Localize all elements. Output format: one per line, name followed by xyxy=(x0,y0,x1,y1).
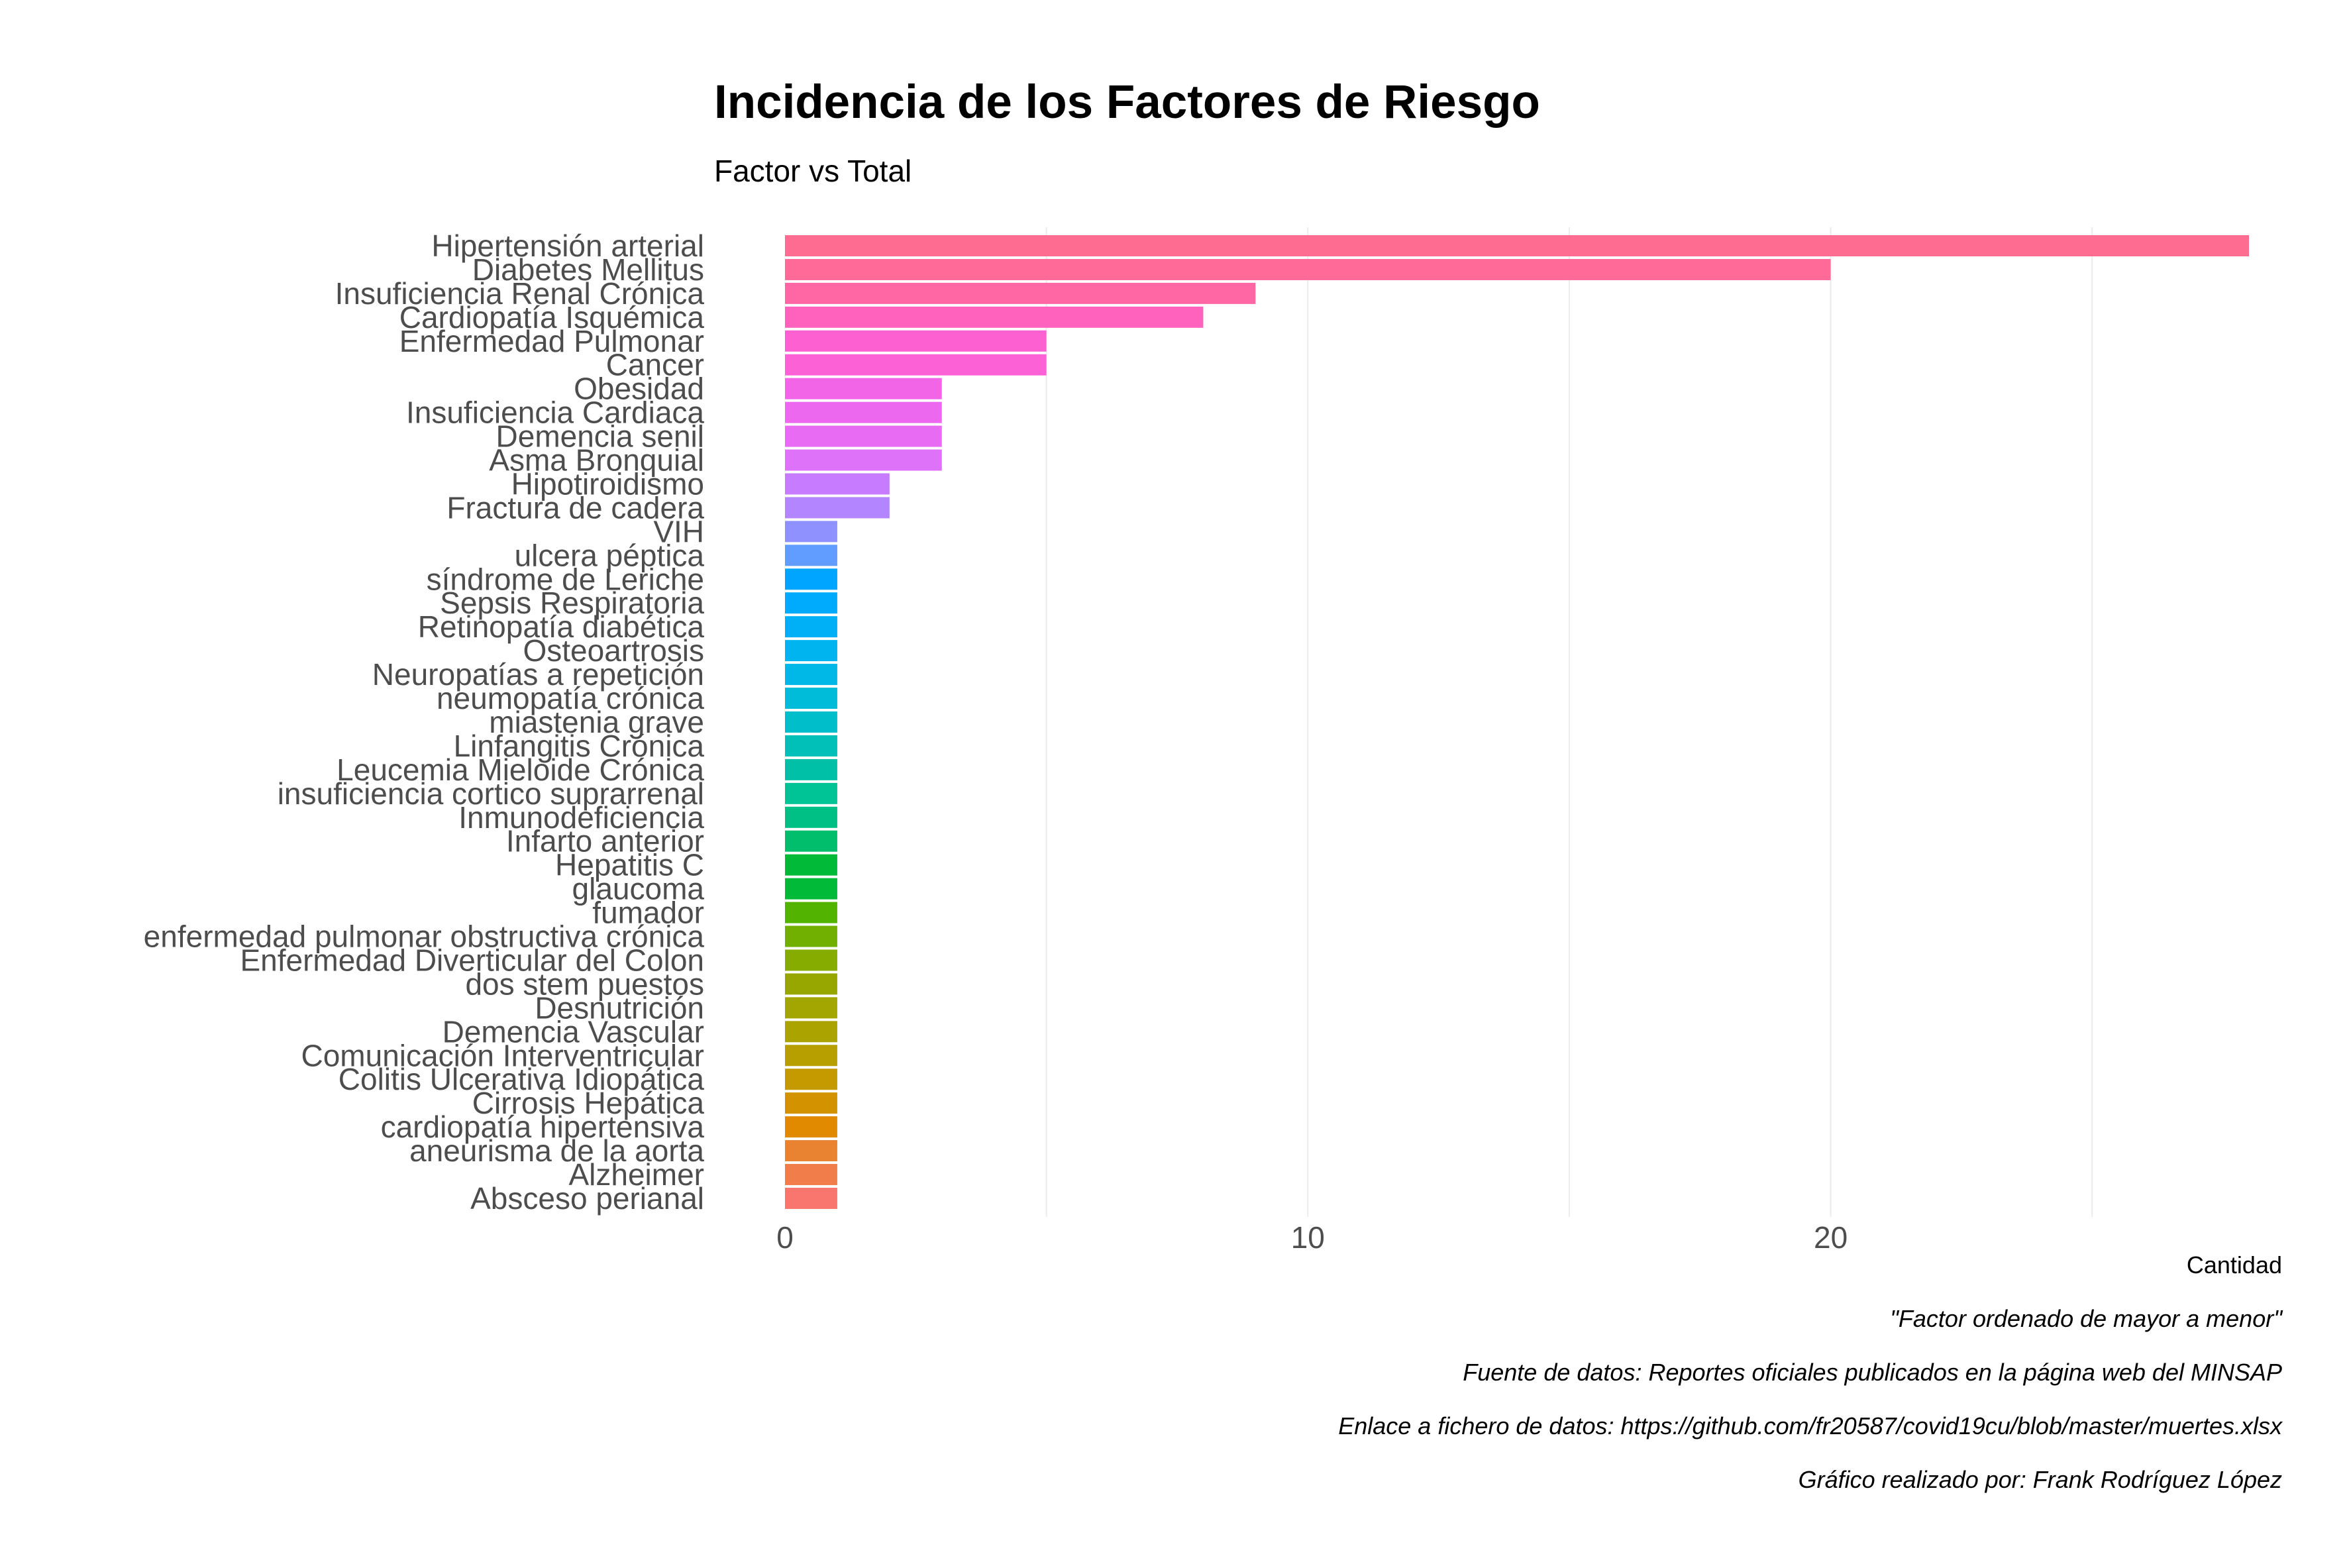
bar xyxy=(785,664,837,686)
y-tick-label: Osteoartrosis xyxy=(523,633,704,668)
caption-line: Fuente de datos: Reportes oficiales publ… xyxy=(1463,1359,2282,1386)
bar xyxy=(785,545,837,566)
bar xyxy=(785,782,837,804)
bar xyxy=(785,258,1831,280)
y-tick-label: dos stem puestos xyxy=(465,967,704,1001)
chart-title: Incidencia de los Factores de Riesgo xyxy=(714,76,1540,129)
y-tick-label: aneurisma de la aorta xyxy=(409,1133,704,1168)
y-tick-label: Comunicación Interventricular xyxy=(301,1038,705,1072)
bar xyxy=(785,878,837,900)
y-tick-label: Retinopatía diabética xyxy=(418,609,705,644)
bar xyxy=(785,616,837,638)
bar xyxy=(785,378,942,399)
y-tick-label: Insuficiencia Renal Crónica xyxy=(335,276,705,311)
x-axis-ticks: 0 10 20 xyxy=(776,1220,1848,1255)
y-tick-label: Infarto anterior xyxy=(506,824,704,859)
y-tick-label: Hipotiroidismo xyxy=(511,466,704,501)
bar xyxy=(785,854,837,876)
y-tick-label: Enfermedad Diverticular del Colon xyxy=(240,943,704,977)
bar xyxy=(785,758,837,780)
bar xyxy=(785,330,1047,352)
bar xyxy=(785,997,837,1019)
y-tick-label: Absceso perianal xyxy=(470,1181,704,1216)
y-tick-label: síndrome de Leriche xyxy=(427,562,704,596)
y-tick-label: Hepatitis C xyxy=(555,848,704,882)
y-tick-label: Neuropatías a repetición xyxy=(372,657,704,692)
y-tick-label: fumador xyxy=(592,896,704,930)
bar xyxy=(785,1069,837,1090)
y-tick-label: Leucemia Mieloide Crónica xyxy=(337,753,704,787)
y-tick-label: Sepsis Respiratoria xyxy=(440,586,704,620)
y-tick-label: Cirrosis Hepática xyxy=(472,1086,705,1120)
bar xyxy=(785,1187,837,1209)
caption-line: Enlace a fichero de datos: https://githu… xyxy=(1338,1412,2283,1439)
bar xyxy=(785,354,1047,376)
y-tick-label: Cardiopatía Isquémica xyxy=(399,300,705,335)
grid-lines xyxy=(1045,227,2093,1217)
x-tick-label: 0 xyxy=(776,1220,794,1255)
x-tick-label: 10 xyxy=(1291,1220,1325,1255)
bar xyxy=(785,640,837,662)
y-tick-label: insuficiencia cortico suprarrenal xyxy=(278,776,704,811)
y-tick-label: Demencia senil xyxy=(496,419,704,454)
bar xyxy=(785,425,942,447)
y-tick-label: Fractura de cadera xyxy=(446,490,704,525)
captions: "Factor ordenado de mayor a menor" Fuente… xyxy=(1338,1305,2283,1493)
bar xyxy=(785,688,837,709)
y-tick-label: Cancer xyxy=(606,348,704,382)
chart-subtitle: Factor vs Total xyxy=(714,154,912,188)
bar xyxy=(785,1092,837,1114)
y-tick-label: glaucoma xyxy=(572,872,705,906)
bar xyxy=(785,949,837,971)
y-tick-label: Insuficiencia Cardiaca xyxy=(406,395,704,430)
y-tick-label: enfermedad pulmonar obstructiva crónica xyxy=(144,919,705,954)
bar xyxy=(785,282,1256,304)
caption-line: "Factor ordenado de mayor a menor" xyxy=(1890,1305,2283,1332)
y-tick-label: Obesidad xyxy=(574,372,704,406)
y-tick-label: Diabetes Mellitus xyxy=(472,252,704,287)
bar xyxy=(785,497,890,519)
y-tick-label: ulcera péptica xyxy=(515,538,705,572)
y-tick-label: Inmunodeficiencia xyxy=(458,800,704,835)
bar xyxy=(785,235,2249,256)
bar xyxy=(785,711,837,733)
y-tick-label: Colitis Ulcerativa Idiopática xyxy=(339,1062,705,1096)
bar xyxy=(785,925,837,947)
bar xyxy=(785,592,837,614)
bar xyxy=(785,449,942,471)
bar xyxy=(785,830,837,852)
bar xyxy=(785,1140,837,1162)
bar xyxy=(785,973,837,995)
y-tick-label: miastenia grave xyxy=(489,705,704,739)
y-tick-label: Linfangitis Crónica xyxy=(454,729,705,763)
y-tick-label: neumopatía crónica xyxy=(437,681,704,715)
bar xyxy=(785,1116,837,1138)
bar xyxy=(785,473,890,495)
bar xyxy=(785,902,837,923)
y-tick-label: Demencia Vascular xyxy=(443,1014,704,1049)
bar xyxy=(785,1045,837,1067)
y-tick-label: VIH xyxy=(653,514,704,549)
y-tick-label: Alzheimer xyxy=(568,1157,704,1192)
bars xyxy=(785,235,2249,1209)
bar xyxy=(785,1021,837,1043)
bar xyxy=(785,521,837,543)
y-tick-label: Enfermedad Pulmonar xyxy=(399,324,704,358)
bar xyxy=(785,806,837,828)
bar xyxy=(785,568,837,590)
bar xyxy=(785,401,942,423)
y-tick-label: Asma Bronquial xyxy=(489,443,704,478)
y-tick-label: Hipertensión arterial xyxy=(431,229,704,263)
y-tick-label: Desnutrición xyxy=(535,990,704,1025)
y-tick-label: cardiopatía hipertensiva xyxy=(381,1110,705,1144)
x-axis-label: Cantidad xyxy=(2187,1251,2282,1279)
bar xyxy=(785,1164,837,1186)
caption-line: Gráfico realizado por: Frank Rodríguez L… xyxy=(1799,1466,2282,1493)
bar xyxy=(785,735,837,757)
x-tick-label: 20 xyxy=(1814,1220,1848,1255)
bar xyxy=(785,306,1204,328)
